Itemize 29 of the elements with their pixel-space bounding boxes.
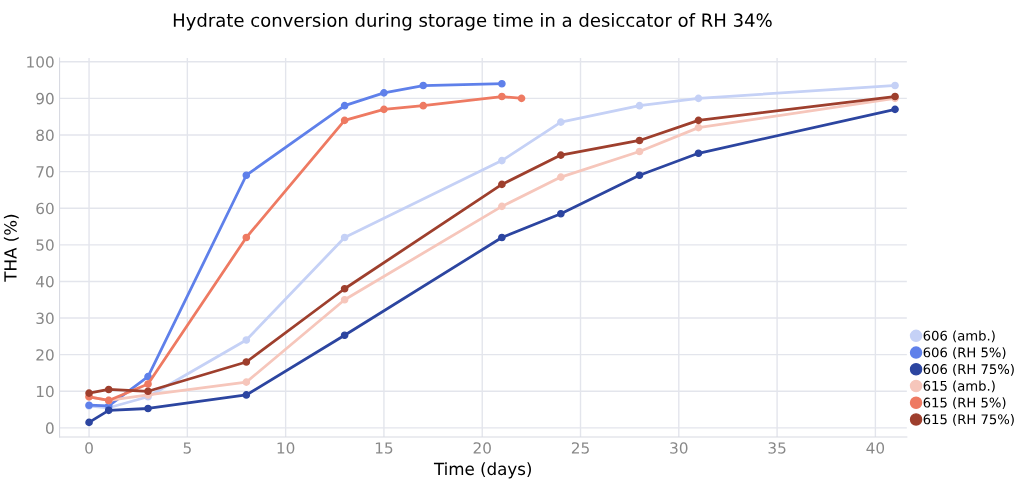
x-axis-title: Time (days)	[433, 462, 531, 479]
x-tick-label: 35	[768, 442, 786, 454]
legend-label: 606 (RH 75%)	[923, 363, 1014, 376]
y-tick-label: 90	[36, 92, 54, 105]
x-tick-label: 0	[85, 442, 93, 454]
x-tick-label: 10	[277, 442, 295, 454]
x-tick-label: 15	[375, 442, 393, 454]
y-tick-label: 50	[36, 239, 54, 251]
legend-label: 606 (RH 5%)	[923, 347, 1006, 359]
legend-label: 606 (amb.)	[923, 330, 995, 343]
y-tick-label: 30	[36, 312, 54, 325]
y-tick-label: 40	[36, 275, 54, 288]
chart-title: Hydrate conversion during storage time in a desiccator of RH 34%	[173, 13, 772, 31]
y-tick-label: 10	[36, 385, 54, 398]
y-tick-label: 20	[36, 349, 54, 361]
x-tick-label: 30	[670, 442, 688, 454]
legend-label: 615 (amb.)	[923, 380, 995, 393]
x-tick-label: 5	[183, 442, 191, 454]
x-tick-label: 25	[571, 442, 589, 454]
y-axis-title: THA (%)	[3, 214, 19, 282]
y-tick-label: 0	[45, 422, 54, 434]
legend-label: 615 (RH 5%)	[923, 397, 1006, 410]
legend-label: 615 (RH 75%)	[923, 414, 1014, 426]
y-tick-label: 100	[27, 56, 54, 68]
y-tick-label: 60	[36, 202, 54, 215]
x-tick-label: 40	[866, 442, 885, 454]
y-tick-label: 70	[36, 166, 54, 178]
y-tick-label: 80	[36, 129, 54, 141]
x-tick-label: 20	[473, 442, 491, 454]
